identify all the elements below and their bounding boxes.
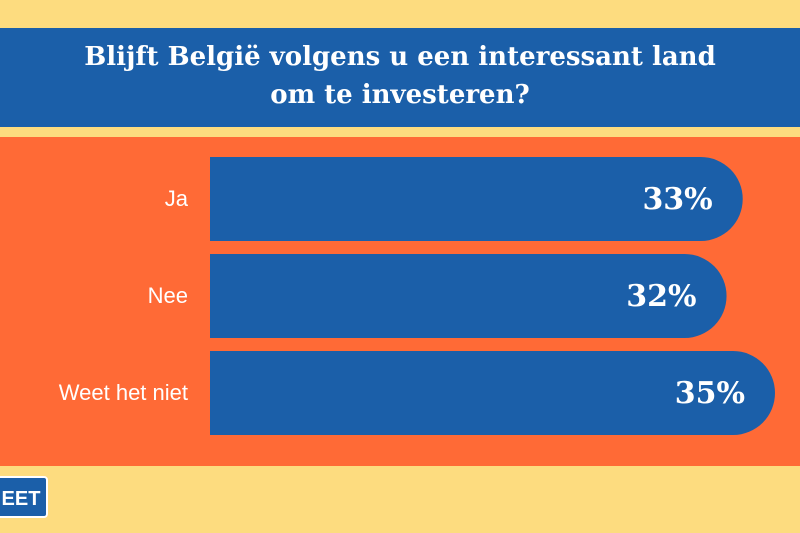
bar [210, 254, 727, 338]
logo: EET [0, 476, 48, 518]
bar [210, 351, 775, 435]
category-label: Weet het niet [59, 380, 188, 405]
category-label: Ja [165, 186, 189, 211]
category-label: Nee [148, 283, 188, 308]
value-label: 32% [626, 279, 696, 314]
value-label: 33% [642, 182, 712, 217]
bar [210, 157, 743, 241]
value-label: 35% [675, 376, 745, 411]
chart-title: Blijft België volgens u een interessant … [84, 42, 716, 110]
title-band [0, 28, 800, 127]
